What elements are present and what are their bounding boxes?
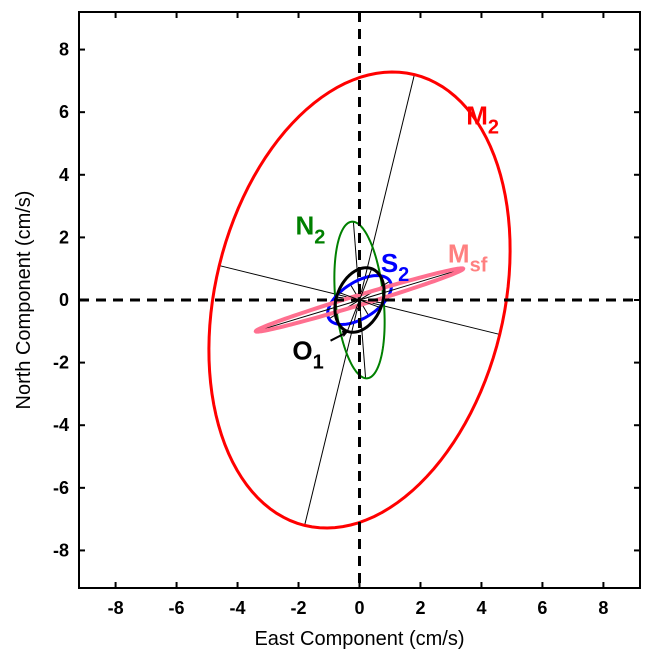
n2-label: N2 bbox=[295, 210, 325, 248]
x-tick-label: 6 bbox=[537, 598, 547, 618]
x-tick-label: 0 bbox=[354, 598, 364, 618]
y-tick-label: 6 bbox=[59, 102, 69, 122]
msf-ellipse bbox=[253, 266, 466, 334]
x-tick-label: 8 bbox=[598, 598, 608, 618]
y-tick-label: -8 bbox=[53, 540, 69, 560]
y-axis-title: North Component (cm/s) bbox=[13, 191, 35, 410]
y-tick-label: -2 bbox=[53, 353, 69, 373]
series-labels: M2 N2 S2 Msf O1 bbox=[292, 101, 499, 374]
y-tick-label: 2 bbox=[59, 227, 69, 247]
x-tick-label: 2 bbox=[415, 598, 425, 618]
x-tick-label: -4 bbox=[230, 598, 246, 618]
s2-label: S2 bbox=[381, 248, 409, 286]
msf-label: Msf bbox=[448, 238, 488, 276]
x-tick-label: -6 bbox=[169, 598, 185, 618]
reference-lines bbox=[79, 12, 640, 588]
x-tick-label: -8 bbox=[108, 598, 124, 618]
m2-label: M2 bbox=[466, 101, 499, 139]
y-tick-label: 8 bbox=[59, 40, 69, 60]
x-tick-label: -2 bbox=[291, 598, 307, 618]
m2-ellipse bbox=[207, 70, 512, 530]
x-axis-title: East Component (cm/s) bbox=[254, 628, 464, 650]
axis-ticks: -8 -6 -4 -2 0 2 4 6 8 -8 -6 -4 -2 0 2 4 6 8 bbox=[53, 12, 640, 618]
x-tick-label: 4 bbox=[476, 598, 486, 618]
y-tick-label: -6 bbox=[53, 478, 69, 498]
o1-arrow-head bbox=[341, 330, 348, 337]
o1-label: O1 bbox=[292, 335, 323, 373]
y-tick-label: 0 bbox=[59, 290, 69, 310]
o1-ellipse bbox=[333, 266, 386, 334]
y-tick-label: -4 bbox=[53, 415, 69, 435]
y-tick-label: 4 bbox=[59, 165, 69, 185]
n2-ellipse bbox=[333, 220, 386, 380]
